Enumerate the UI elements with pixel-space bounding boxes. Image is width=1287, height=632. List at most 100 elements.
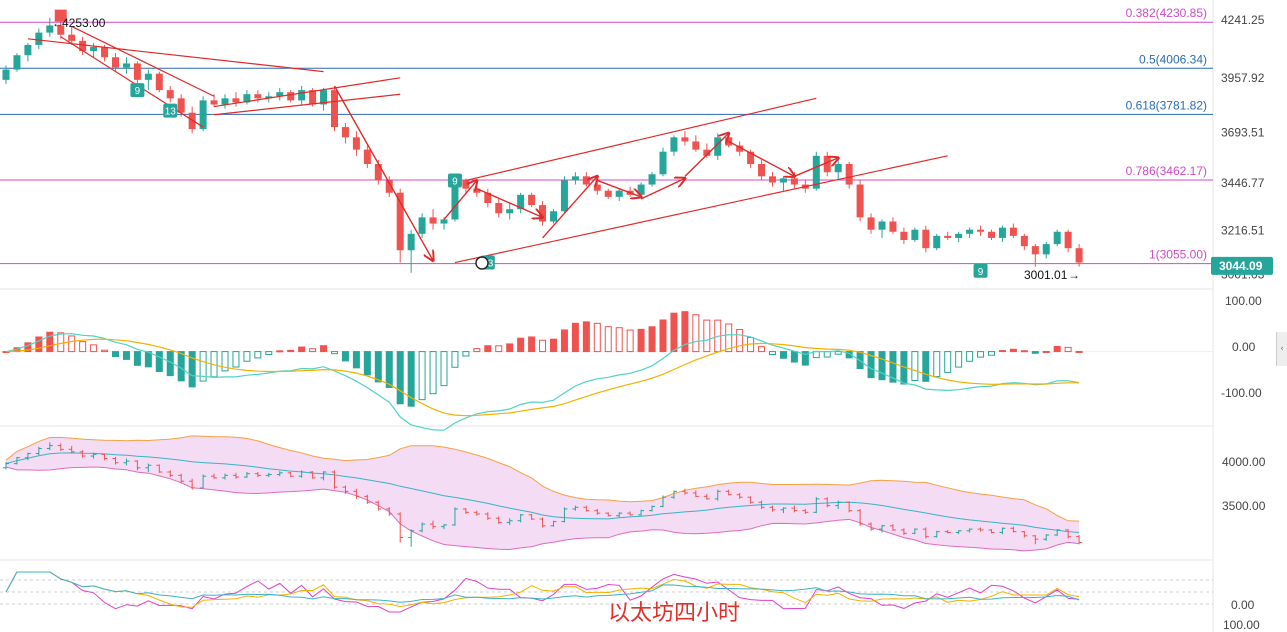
candle [199, 96, 207, 132]
price-candles[interactable] [2, 17, 1083, 273]
candle-body [834, 164, 842, 173]
candle [385, 176, 393, 197]
candle [966, 227, 974, 238]
rsi-line-24 [5, 571, 1080, 603]
candle [637, 182, 645, 197]
wave-arrows [333, 85, 839, 260]
trendline-3 [213, 77, 401, 108]
macd-histogram-bar [801, 351, 809, 366]
macd-histogram-bar [298, 346, 306, 353]
candle-body [13, 55, 21, 70]
macd-dif-line [5, 333, 1080, 431]
macd-histogram-bar [407, 351, 415, 407]
macd-histogram-bar [276, 350, 284, 353]
candle-body [451, 180, 459, 220]
high-signal-badge [54, 9, 67, 22]
macd-histogram-bar [1009, 348, 1017, 353]
low-marker: 3001.01 → [1024, 268, 1080, 282]
candle [221, 94, 229, 109]
candle-body [374, 164, 382, 181]
macd-histogram-bar [1075, 350, 1083, 353]
count-badges: 9139139 [54, 9, 988, 278]
macd-histogram-bar [155, 351, 163, 373]
macd-histogram-bar [352, 351, 360, 369]
rsi-tick-low: 0.00 [1231, 598, 1255, 612]
macd-histogram-bar [57, 332, 65, 353]
macd-histogram-bar [101, 349, 109, 353]
macd-top-label: 100.00 [1225, 294, 1262, 308]
macd-histogram-bar [122, 351, 130, 360]
candle-body [407, 233, 415, 251]
candle [911, 227, 919, 243]
count-badge-text: 9 [978, 267, 984, 278]
svg-text:→: → [1068, 268, 1080, 282]
candle-body [692, 141, 700, 150]
macd-histogram-bar [1064, 346, 1072, 353]
candle-body [331, 90, 338, 128]
candle [90, 42, 98, 58]
candle [363, 145, 371, 169]
candle-body [144, 73, 152, 80]
macd-histogram-bar [878, 351, 886, 381]
candle [341, 122, 349, 144]
macd-histogram-bar [834, 351, 842, 355]
candle-body [845, 164, 853, 185]
macd-histogram-bar [188, 351, 196, 388]
candle [933, 233, 941, 251]
macd-histogram-bar [703, 319, 711, 353]
fib-label-0: 0.382(4230.85) [1126, 6, 1207, 20]
macd-histogram-bar [670, 312, 678, 353]
macd-histogram-bar [177, 351, 185, 382]
macd-histogram-bar [46, 331, 54, 353]
wave-arrow-0 [333, 85, 434, 260]
wave-arrow-4 [597, 179, 641, 196]
macd-histogram-bar [385, 351, 393, 388]
macd-histogram-bar [506, 343, 514, 353]
bollinger-pane [3, 435, 1083, 552]
candle [418, 213, 426, 238]
candle-body [363, 149, 371, 165]
candle-body [188, 112, 196, 130]
macd-histogram-bar [320, 345, 328, 353]
candle-body [670, 137, 678, 152]
candle-body [758, 164, 766, 177]
macd-histogram-bar [626, 329, 634, 353]
candle-body [889, 221, 897, 232]
candle-body [648, 174, 656, 185]
trendline-1 [71, 25, 215, 97]
candle-body [320, 90, 328, 105]
macd-histogram-bar [1031, 351, 1039, 354]
candle-body [878, 221, 886, 230]
candle-body [243, 94, 251, 103]
candle [944, 231, 952, 240]
candle-body [298, 90, 306, 101]
candle [769, 172, 776, 187]
macd-histogram-bar [779, 351, 787, 359]
candle-body [637, 184, 645, 195]
macd-zero-label: 0.00 [1232, 340, 1256, 354]
candle [615, 188, 623, 201]
macd-histogram-bar [648, 326, 656, 353]
candle [998, 225, 1006, 243]
boll-mid-line [5, 452, 1080, 533]
wave-arrow-1 [443, 180, 477, 220]
candle [988, 229, 995, 240]
rsi-tick-high: 100.00 [1223, 618, 1260, 632]
fib-retracement-levels: 0.382(4230.85) 0.5(4006.34) 0.618(3781.82)… [0, 6, 1213, 265]
macd-histogram-bar [331, 351, 338, 355]
candle-body [396, 192, 404, 251]
fib-label-4: 1(3055.00) [1149, 248, 1207, 262]
candle-body [199, 100, 207, 130]
price-tick-4: 3446.77 [1221, 176, 1265, 190]
collapse-panel-button[interactable]: ‹ [1276, 332, 1287, 366]
candle [692, 135, 700, 152]
macd-histogram-bar [517, 337, 525, 353]
candle-body [966, 229, 974, 234]
macd-histogram-bar [1053, 345, 1061, 353]
macd-histogram-bar [582, 321, 590, 353]
trendlines[interactable] [27, 25, 948, 264]
candle [900, 227, 908, 245]
macd-histogram-bar [451, 351, 459, 368]
candle [155, 71, 163, 93]
